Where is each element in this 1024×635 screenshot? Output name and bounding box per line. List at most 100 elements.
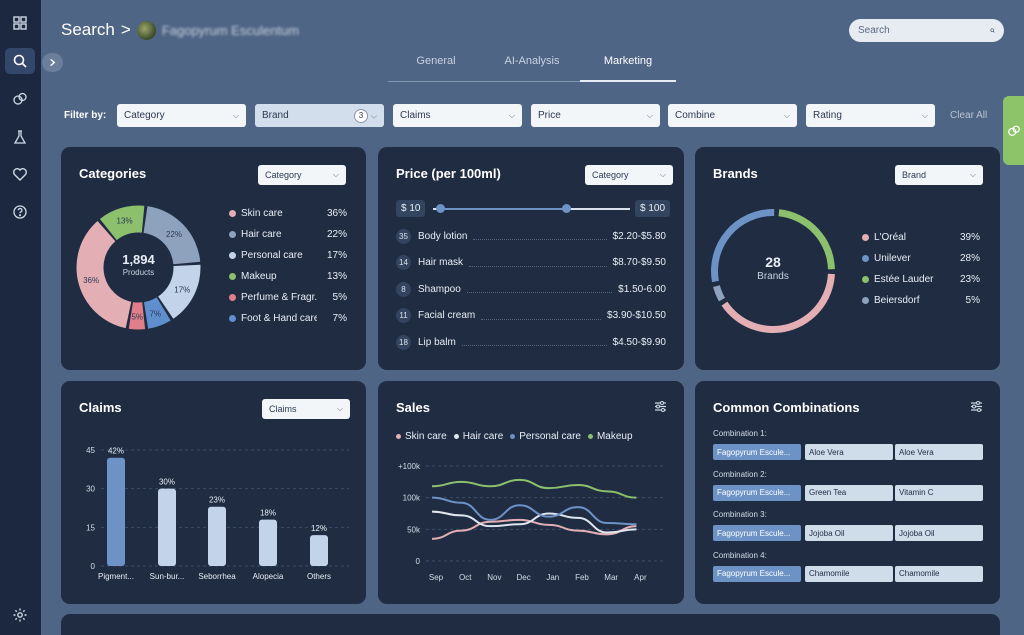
donut-segment-3[interactable] bbox=[99, 205, 145, 241]
ai-assistant-tab[interactable] bbox=[1003, 96, 1024, 165]
brands-legend-item[interactable]: L'Oréal 39% bbox=[862, 232, 980, 243]
tab-general[interactable]: General bbox=[388, 50, 484, 82]
sidebar-expand-button[interactable] bbox=[42, 53, 63, 72]
donut-segment-0[interactable] bbox=[76, 220, 132, 329]
claims-bar[interactable] bbox=[107, 457, 125, 566]
combination-chip[interactable]: Jojoba Oil bbox=[895, 525, 983, 541]
legend-label: Personal care bbox=[241, 250, 303, 261]
flask-icon[interactable] bbox=[5, 124, 35, 150]
filter-claims[interactable]: Claims ⌵ bbox=[393, 104, 522, 127]
price-dropdown[interactable]: Category ⌵ bbox=[585, 165, 673, 185]
sidebar bbox=[0, 0, 41, 635]
legend-dot bbox=[587, 434, 593, 439]
search-icon[interactable] bbox=[990, 24, 995, 37]
price-max[interactable]: $ 100 bbox=[635, 200, 671, 217]
sales-legend-item[interactable]: Personal care bbox=[510, 431, 581, 442]
price-row[interactable]: 8 Shampoo $1.50-6.00 bbox=[396, 281, 666, 297]
sales-series-line[interactable] bbox=[431, 478, 637, 499]
combination-chip[interactable]: Chamomile bbox=[895, 565, 983, 582]
categories-legend-item[interactable]: Personal care 17% bbox=[229, 250, 347, 261]
search-icon[interactable] bbox=[5, 48, 35, 74]
filter-settings-icon[interactable] bbox=[970, 400, 983, 413]
price-product: Shampoo bbox=[418, 283, 461, 295]
brand-ring-segment-0[interactable] bbox=[721, 273, 835, 333]
filter-price[interactable]: Price ⌵ bbox=[531, 104, 660, 127]
donut-segment-5[interactable] bbox=[143, 297, 171, 329]
combination-chip[interactable]: Aloe Vera bbox=[895, 444, 983, 460]
sales-ytick: 0 bbox=[416, 557, 421, 566]
filter-settings-icon[interactable] bbox=[654, 400, 667, 413]
filter-rating[interactable]: Rating ⌵ bbox=[806, 104, 935, 127]
price-row[interactable]: 14 Hair mask $8.70-$9.50 bbox=[396, 255, 666, 271]
sales-legend-item[interactable]: Skin care bbox=[396, 431, 447, 442]
sales-legend-item[interactable]: Makeup bbox=[587, 431, 633, 442]
claims-ytick: 0 bbox=[91, 562, 96, 571]
brands-legend-item[interactable]: Unilever 28% bbox=[862, 253, 980, 264]
brand-ring-segment-2[interactable] bbox=[778, 209, 835, 270]
combination-chip[interactable]: Vitamin C bbox=[895, 484, 983, 501]
price-row[interactable]: 11 Facial cream $3.90-$10.50 bbox=[396, 308, 666, 324]
price-count: 8 bbox=[396, 281, 411, 297]
filter-combine[interactable]: Combine ⌵ bbox=[668, 104, 797, 127]
combinations-card: Common Combinations Combination 1: Fagopy… bbox=[695, 381, 1000, 604]
legend-label: Beiersdorf bbox=[874, 295, 920, 306]
brands-legend-item[interactable]: Estée Lauder 23% bbox=[862, 274, 980, 285]
heart-icon[interactable] bbox=[5, 161, 35, 187]
categories-legend-item[interactable]: Makeup 13% bbox=[229, 271, 347, 282]
sales-xtick: Oct bbox=[459, 573, 472, 582]
help-icon[interactable] bbox=[5, 199, 35, 225]
combination-chip[interactable]: Fagopyrum Escule... bbox=[713, 484, 801, 501]
filter-brand[interactable]: Brand 3 ⌵ bbox=[255, 104, 384, 127]
categories-legend-item[interactable]: Foot & Hand care 7% bbox=[229, 313, 347, 324]
sales-series-line[interactable] bbox=[431, 496, 637, 526]
brands-dropdown[interactable]: Brand ⌵ bbox=[895, 165, 983, 185]
categories-legend-item[interactable]: Hair care 22% bbox=[229, 229, 347, 240]
price-slider-min-handle[interactable] bbox=[436, 204, 445, 213]
price-row[interactable]: 18 Lip balm $4.50-$9.90 bbox=[396, 334, 666, 350]
sales-series-line[interactable] bbox=[431, 518, 637, 540]
categories-legend-item[interactable]: Perfume & Fragr... 5% bbox=[229, 292, 347, 303]
price-row[interactable]: 35 Body lotion $2.20-$5.80 bbox=[396, 228, 666, 244]
sales-xtick: Sep bbox=[429, 573, 444, 582]
sales-legend-item[interactable]: Hair care bbox=[453, 431, 503, 442]
combination-chip[interactable]: Green Tea bbox=[805, 484, 893, 501]
legend-label: Skin care bbox=[405, 431, 447, 442]
donut-segment-2[interactable] bbox=[158, 264, 201, 319]
dashboard-icon[interactable] bbox=[5, 10, 35, 36]
brands-legend-item[interactable]: Beiersdorf 5% bbox=[862, 295, 980, 306]
settings-icon[interactable] bbox=[5, 602, 35, 628]
price-min[interactable]: $ 10 bbox=[396, 200, 426, 217]
price-slider-max-handle[interactable] bbox=[562, 204, 571, 213]
categories-dropdown[interactable]: Category ⌵ bbox=[258, 165, 346, 185]
donut-segment-4[interactable] bbox=[128, 302, 146, 330]
tab-marketing[interactable]: Marketing bbox=[580, 50, 676, 82]
filter-category[interactable]: Category ⌵ bbox=[117, 104, 246, 127]
page-title[interactable]: Search bbox=[61, 20, 115, 39]
categories-legend-item[interactable]: Skin care 36% bbox=[229, 208, 347, 219]
sales-xtick: Jan bbox=[546, 573, 559, 582]
claims-bar[interactable] bbox=[158, 488, 176, 566]
combination-chip[interactable]: Fagopyrum Escule... bbox=[713, 444, 801, 460]
combination-chip[interactable]: Jojoba Oil bbox=[805, 525, 893, 541]
brand-ring-segment-3[interactable] bbox=[713, 285, 726, 302]
combination-chip[interactable]: Fagopyrum Escule... bbox=[713, 565, 801, 582]
combination-chip[interactable]: Fagopyrum Escule... bbox=[713, 525, 801, 541]
combination-chip[interactable]: Chamomile bbox=[805, 565, 893, 582]
claims-bar[interactable] bbox=[310, 535, 328, 566]
search-input[interactable] bbox=[858, 25, 990, 36]
sales-series-line[interactable] bbox=[431, 510, 637, 534]
donut-segment-1[interactable] bbox=[143, 206, 201, 265]
claims-bar[interactable] bbox=[208, 506, 226, 566]
legend-value: 36% bbox=[326, 208, 347, 219]
tab-ai-analysis[interactable]: AI-Analysis bbox=[484, 50, 580, 82]
claims-bar[interactable] bbox=[259, 519, 277, 566]
clear-all-link[interactable]: Clear All bbox=[950, 110, 988, 121]
brand-ring-segment-1[interactable] bbox=[711, 209, 775, 283]
search-box[interactable] bbox=[849, 19, 1004, 42]
legend-dot bbox=[862, 276, 869, 283]
chevron-down-icon: ⌵ bbox=[336, 404, 343, 413]
combination-chip[interactable]: Aloe Vera bbox=[805, 444, 893, 460]
molecule-icon[interactable] bbox=[5, 86, 35, 112]
claims-dropdown[interactable]: Claims ⌵ bbox=[262, 399, 350, 419]
legend-label: Estée Lauder bbox=[874, 274, 934, 285]
